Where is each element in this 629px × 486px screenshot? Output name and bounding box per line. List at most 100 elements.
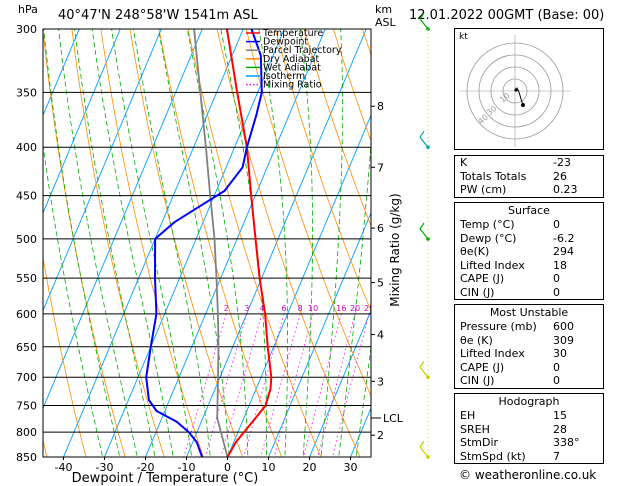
stat-row: PW (cm) 0.23 — [455, 183, 603, 197]
wet-adiabat-line — [111, 29, 193, 457]
dry-adiabat-line — [332, 29, 371, 142]
hodograph-panel: kt 10 30 40 — [454, 28, 604, 150]
isotherm-line — [43, 29, 203, 410]
stat-label: θe(K) — [460, 245, 490, 258]
dry-adiabat-line — [187, 29, 322, 457]
pressure-tick-label: 300 — [16, 23, 37, 36]
dry-adiabat-line — [129, 29, 244, 457]
stat-value: 28 — [553, 422, 567, 436]
wet-adiabat-line — [338, 138, 371, 457]
km-tick-label: 8 — [377, 100, 384, 113]
stat-row: Pressure (mb) 600 — [455, 320, 603, 334]
x-tick-label: 20 — [303, 461, 317, 474]
stat-label: SREH — [460, 422, 490, 436]
legend-label: Dewpoint — [263, 37, 308, 48]
temperature-line — [225, 29, 273, 457]
x-tick-label: 0 — [224, 461, 231, 474]
pressure-tick-label: 350 — [16, 86, 37, 99]
stat-row: CIN (J) 0 — [455, 374, 603, 388]
stat-label: θe (K) — [460, 333, 493, 347]
km-tick-label: 6 — [377, 222, 384, 235]
pressure-tick-label: 700 — [16, 371, 37, 384]
dry-adiabat-line — [43, 29, 126, 457]
mixing-ratio-label: 16 — [336, 304, 346, 313]
parcel-trajectory-line — [193, 29, 229, 457]
isotherm-line — [268, 211, 371, 457]
panel-section-title: Most Unstable — [489, 306, 569, 319]
pressure-tick-label: 400 — [16, 141, 37, 154]
stat-label: Lifted Index — [460, 258, 525, 272]
stat-row: EH 15 — [455, 409, 603, 423]
wet-adiabat-line — [320, 29, 343, 457]
mixing-ratio-label: 25 — [364, 304, 374, 313]
km-tick-label: 2 — [377, 429, 384, 442]
dry-adiabat-line — [43, 254, 87, 457]
stat-value: 309 — [553, 333, 574, 347]
panel-section-title: Surface — [508, 204, 550, 217]
stat-row: StmDir 338° — [455, 436, 603, 450]
wind-barb — [419, 12, 430, 31]
stat-row: StmSpd (kt) 7 — [455, 450, 603, 464]
dewpoint-line — [145, 29, 263, 457]
mixing-ratio-label: 2 — [224, 304, 229, 313]
wet-adiabat-line — [371, 15, 439, 471]
stat-label: StmDir — [460, 436, 499, 449]
x-tick-label: 30 — [344, 461, 358, 474]
mixing-ratio-label: 6 — [281, 304, 286, 313]
dry-adiabat-line — [245, 29, 371, 397]
hodograph-stats-panel: Hodograph EH 15 SREH 28 StmDir 338° StmSpd (kt)… — [454, 393, 604, 464]
stat-label: Dewp (°C) — [460, 231, 517, 245]
wet-adiabat-line — [43, 29, 121, 457]
wet-adiabat-line — [220, 29, 267, 457]
x-axis-label: Dewpoint / Temperature (°C) — [72, 471, 259, 486]
stat-value: 0 — [553, 360, 560, 374]
stat-row: θe (K) 309 — [455, 334, 603, 348]
stat-row: K -23 — [455, 156, 603, 170]
pressure-tick-label: 750 — [16, 400, 37, 413]
stat-row: CAPE (J) 0 — [455, 361, 603, 375]
mixing-ratio-label: 4 — [259, 304, 264, 313]
stat-row: Lifted Index 30 — [455, 347, 603, 361]
legend-label: Isotherm — [263, 71, 305, 82]
stat-row: θe(K) 294 — [455, 245, 603, 259]
wet-adiabat-line — [258, 29, 288, 457]
legend-label: Dry Adiabat — [263, 54, 320, 65]
wet-adiabat-line — [355, 344, 371, 457]
copyright-footer: © weatheronline.co.uk — [459, 468, 597, 482]
pressure-tick-label: 650 — [16, 341, 37, 354]
stat-label: K — [460, 156, 468, 169]
wet-adiabat-line — [133, 29, 211, 457]
x-tick-label: -10 — [178, 461, 196, 474]
legend-label: Mixing Ratio — [263, 80, 322, 91]
isotherm-line — [43, 29, 80, 117]
stat-value: 294 — [553, 245, 574, 258]
panel-section-title: Hodograph — [498, 395, 560, 408]
stat-value: 0 — [553, 218, 560, 231]
indices-panel: K -23 Totals Totals 26 PW (cm) 0.23 — [454, 155, 604, 198]
mixing-ratio-line — [317, 313, 356, 457]
pressure-tick-label: 550 — [16, 272, 37, 285]
stat-row: CIN (J) 0 — [455, 286, 603, 300]
stat-row: Dewp (°C) -6.2 — [455, 232, 603, 246]
isotherm-line — [43, 29, 162, 312]
y-axis-label-mixing-ratio: Mixing Ratio (g/kg) — [388, 193, 402, 306]
hodograph-origin-marker — [514, 88, 518, 92]
location-title: 40°47'N 248°58'W 1541m ASL — [58, 8, 258, 23]
stat-label: EH — [460, 409, 476, 422]
km-tick-label: 3 — [377, 375, 384, 388]
stat-row: Totals Totals 26 — [455, 170, 603, 184]
x-tick-label: -20 — [137, 461, 155, 474]
pressure-tick-label: 850 — [16, 451, 37, 464]
hpa-axis-title: hPa — [18, 3, 38, 16]
stat-label: PW (cm) — [460, 183, 507, 196]
mixing-ratio-label: 20 — [350, 304, 360, 313]
legend-label: Wet Adiabat — [263, 62, 321, 73]
isotherm-line — [0, 15, 3, 466]
isotherm-line — [104, 29, 285, 457]
isotherm-line — [309, 309, 371, 457]
stat-label: CAPE (J) — [460, 360, 505, 374]
mixing-ratio-line — [183, 313, 227, 457]
stat-value: 338° — [553, 436, 580, 449]
stat-label: Totals Totals — [460, 169, 527, 183]
